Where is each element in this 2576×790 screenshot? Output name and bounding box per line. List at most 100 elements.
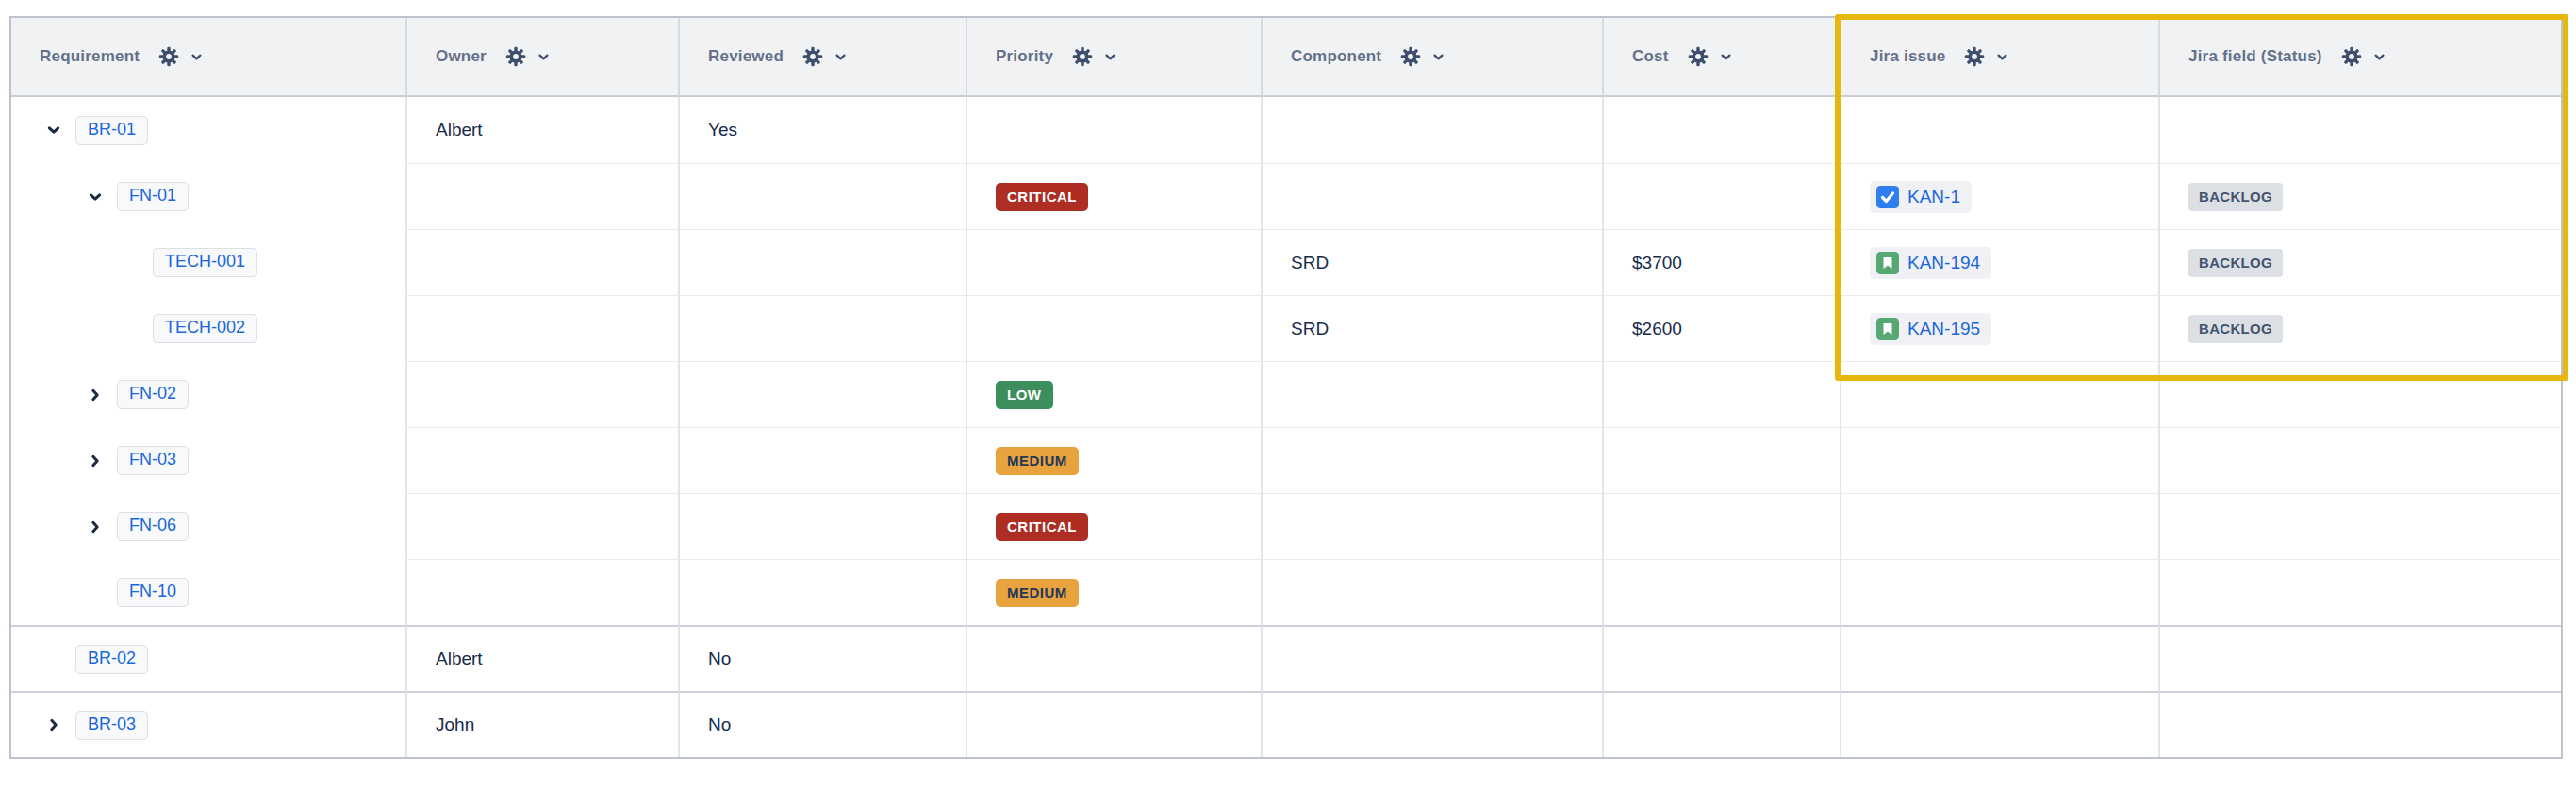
jira-status-cell: BACKLOG: [2160, 163, 2561, 229]
jira-status-cell: [2160, 97, 2561, 163]
column-header-cost: Cost: [1604, 18, 1841, 97]
reviewed-cell: [680, 295, 967, 361]
column-label: Component: [1291, 47, 1381, 66]
gear-icon[interactable]: [158, 46, 179, 67]
task-type-icon: [1876, 186, 1899, 208]
expand-chevron-icon[interactable]: [87, 387, 117, 403]
jira-issue-cell: [1841, 427, 2160, 493]
jira-issue-key: KAN-195: [1907, 319, 1980, 339]
requirement-key-chip[interactable]: BR-02: [75, 645, 148, 674]
jira-issue-cell: KAN-195: [1841, 295, 2160, 361]
requirement-key-chip[interactable]: FN-06: [117, 512, 189, 541]
cost-cell: [1604, 493, 1841, 559]
requirement-key-chip[interactable]: FN-03: [117, 446, 189, 475]
owner-value: Albert: [436, 649, 483, 669]
jira-issue-link[interactable]: KAN-1: [1870, 181, 1972, 213]
reviewed-value: No: [708, 715, 731, 735]
story-type-icon: [1876, 318, 1899, 340]
chevron-down-icon[interactable]: [537, 50, 551, 64]
cost-cell: [1604, 625, 1841, 691]
requirement-key-chip[interactable]: FN-10: [117, 578, 189, 607]
requirement-key-chip[interactable]: FN-01: [117, 182, 189, 211]
expand-chevron-icon[interactable]: [87, 453, 117, 469]
chevron-down-icon[interactable]: [1103, 50, 1117, 64]
owner-value: John: [436, 715, 474, 735]
jira-issue-cell: [1841, 493, 2160, 559]
jira-issue-link[interactable]: KAN-194: [1870, 247, 1991, 279]
jira-status-cell: [2160, 427, 2561, 493]
requirement-key-chip[interactable]: TECH-002: [153, 314, 257, 343]
reviewed-cell: No: [680, 691, 967, 757]
table-row: TECH-002SRD$2600KAN-195BACKLOG: [11, 295, 2561, 361]
jira-issue-link[interactable]: KAN-195: [1870, 313, 1991, 345]
column-header-component: Component: [1263, 18, 1604, 97]
requirement-cell: FN-03: [11, 427, 407, 493]
story-type-icon: [1876, 252, 1899, 274]
gear-icon[interactable]: [802, 46, 823, 67]
requirement-cell: TECH-002: [11, 295, 407, 361]
requirement-key-chip[interactable]: BR-03: [75, 711, 148, 740]
requirement-key-chip[interactable]: BR-01: [75, 116, 148, 145]
reviewed-cell: [680, 427, 967, 493]
chevron-down-icon[interactable]: [1719, 50, 1733, 64]
requirement-key-chip[interactable]: FN-02: [117, 380, 189, 409]
component-cell: [1263, 427, 1604, 493]
cost-cell: [1604, 427, 1841, 493]
requirement-cell: BR-01: [11, 97, 407, 163]
cost-cell: [1604, 361, 1841, 427]
jira-issue-cell: [1841, 361, 2160, 427]
priority-cell: MEDIUM: [967, 559, 1263, 625]
gear-icon[interactable]: [1964, 46, 1985, 67]
gear-icon[interactable]: [505, 46, 526, 67]
priority-cell: [967, 691, 1263, 757]
table-row: FN-01CRITICALKAN-1BACKLOG: [11, 163, 2561, 229]
priority-badge: CRITICAL: [996, 513, 1088, 541]
requirements-table: RequirementOwnerReviewedPriorityComponen…: [9, 16, 2563, 759]
priority-cell: [967, 229, 1263, 295]
reviewed-value: Yes: [708, 120, 737, 140]
component-value: SRD: [1291, 319, 1329, 339]
table-row: BR-03 John No: [11, 691, 2561, 757]
requirement-cell: FN-02: [11, 361, 407, 427]
gear-icon[interactable]: [1688, 46, 1709, 67]
chevron-down-icon[interactable]: [834, 50, 848, 64]
chevron-down-icon[interactable]: [190, 50, 204, 64]
cost-value: $3700: [1632, 253, 1682, 273]
requirement-cell: BR-03: [11, 691, 407, 757]
owner-cell: Albert: [407, 97, 680, 163]
owner-cell: [407, 427, 680, 493]
table-row: BR-02 Albert No: [11, 625, 2561, 691]
cost-cell: $3700: [1604, 229, 1841, 295]
jira-issue-cell: [1841, 625, 2160, 691]
gear-icon[interactable]: [2341, 46, 2362, 67]
owner-value: Albert: [436, 120, 483, 140]
column-label: Reviewed: [708, 47, 784, 66]
column-header-reviewed: Reviewed: [680, 18, 967, 97]
table-row: BR-01 Albert Yes: [11, 97, 2561, 163]
jira-status-cell: [2160, 493, 2561, 559]
owner-cell: [407, 361, 680, 427]
jira-issue-cell: [1841, 691, 2160, 757]
column-header-owner: Owner: [407, 18, 680, 97]
cost-cell: [1604, 163, 1841, 229]
column-header-priority: Priority: [967, 18, 1263, 97]
chevron-down-icon[interactable]: [1431, 50, 1445, 64]
expand-chevron-icon[interactable]: [45, 716, 75, 733]
chevron-down-icon[interactable]: [1995, 50, 2009, 64]
gear-icon[interactable]: [1400, 46, 1421, 67]
jira-issue-cell: KAN-1: [1841, 163, 2160, 229]
cost-cell: [1604, 691, 1841, 757]
collapse-chevron-icon[interactable]: [87, 189, 117, 206]
chevron-down-icon[interactable]: [2372, 50, 2386, 64]
expand-chevron-icon[interactable]: [87, 518, 117, 535]
requirement-key-chip[interactable]: TECH-001: [153, 248, 257, 277]
component-cell: [1263, 97, 1604, 163]
jira-issue-cell: [1841, 559, 2160, 625]
component-cell: [1263, 493, 1604, 559]
gear-icon[interactable]: [1072, 46, 1093, 67]
collapse-chevron-icon[interactable]: [45, 122, 75, 139]
table-row: FN-02LOW: [11, 361, 2561, 427]
cost-cell: [1604, 97, 1841, 163]
reviewed-value: No: [708, 649, 731, 669]
owner-cell: [407, 295, 680, 361]
